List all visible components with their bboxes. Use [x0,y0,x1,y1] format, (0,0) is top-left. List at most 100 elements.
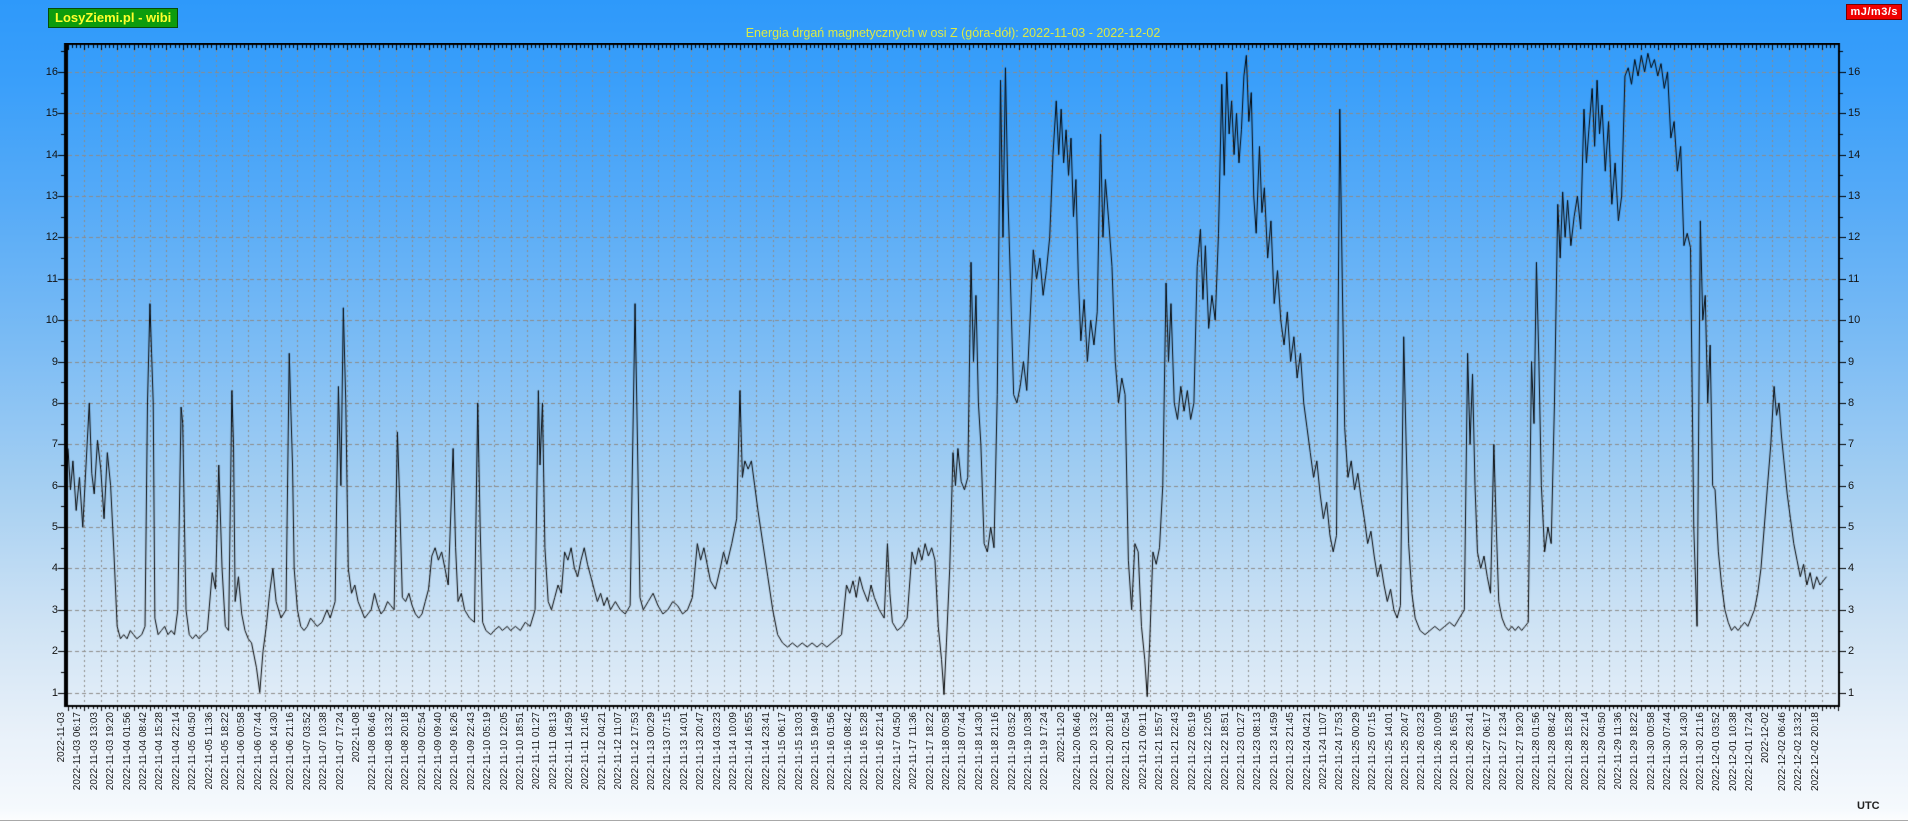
x-tick-label: 2022-11-28 15:28 [1563,712,1575,791]
x-tick-label: 2022-11-05 04:50 [187,712,199,791]
x-tick-label: 2022-11-18 00:58 [941,712,952,791]
x-tick-label: 2022-11-13 14:01 [678,712,690,791]
x-tick-label: 2022-11-04 01:56 [121,712,133,791]
bottom-margin [0,821,1908,825]
y-tick-label-left: 16 [45,65,58,78]
y-tick-label-left: 6 [51,479,58,492]
x-tick-label: 2022-11-12 11:07 [613,712,625,790]
x-tick-label: 2022-11-17 18:22 [924,712,936,791]
y-tick-label-right: 3 [1848,603,1855,616]
x-tick-label: 2022-11-30 21:16 [1694,712,1706,791]
x-tick-label: 2022-11-28 08:42 [1547,712,1559,791]
x-tick-label: 2022-11-23 14:59 [1268,712,1280,791]
y-tick-label-right: 13 [1848,190,1861,203]
y-tick-label-left: 12 [45,231,58,244]
x-tick-label: 2022-11-03 [56,712,67,763]
x-tick-label: 2022-11-03 13:03 [88,712,100,791]
x-tick-label: 2022-11-15 19:49 [809,712,821,791]
y-tick-label-left: 8 [51,396,58,409]
chart-canvas [56,43,1846,713]
x-tick-label: 2022-11-13 07:15 [662,712,674,791]
x-tick-label: 2022-11-13 20:47 [695,712,707,791]
x-tick-label: 2022-11-25 14:01 [1383,712,1395,791]
x-tick-label: 2022-11-25 07:15 [1367,712,1379,791]
x-tick-label: 2022-11-23 21:45 [1285,712,1297,791]
x-tick-label: 2022-11-26 23:41 [1465,712,1477,791]
x-tick-label: 2022-11-21 15:57 [1154,712,1166,791]
x-tick-label: 2022-11-05 11:36 [203,712,215,790]
y-tick-label-right: 11 [1848,272,1860,285]
x-tick-label: 2022-12-02 [1760,712,1772,764]
x-tick-label: 2022-11-19 10:38 [1022,712,1034,791]
x-tick-label: 2022-11-25 20:47 [1399,712,1411,791]
x-tick-label: 2022-11-18 14:30 [973,712,985,791]
x-tick-label: 2022-11-13 00:29 [646,712,657,791]
x-tick-label: 2022-11-20 13:32 [1088,712,1100,791]
y-tick-label-left: 1 [51,686,58,699]
site-brand-badge[interactable]: LosyZiemi.pl - wibi [48,8,179,28]
x-tick-label: 2022-11-10 18:51 [514,712,526,791]
x-tick-label: 2022-11-27 12:34 [1498,712,1510,791]
x-tick-label: 2022-11-04 15:28 [154,712,166,791]
x-tick-label: 2022-11-23 01:27 [1236,712,1247,791]
x-tick-label: 2022-11-12 17:53 [629,712,641,791]
x-tick-label: 2022-11-21 02:54 [1121,712,1133,791]
x-tick-label: 2022-11-03 19:20 [105,712,117,791]
y-tick-label-right: 14 [1848,148,1861,161]
x-tick-label: 2022-11-04 08:42 [137,712,149,791]
y-tick-label-left: 13 [45,190,58,203]
x-tick-label: 2022-11-21 09:11 [1137,712,1149,790]
x-tick-label: 2022-11-05 18:22 [219,712,231,791]
x-tick-label: 2022-11-04 22:14 [170,712,182,791]
y-tick-label-left: 5 [51,521,58,534]
x-tick-label: 2022-11-14 16:55 [744,712,756,791]
x-tick-label: 2022-11-19 03:52 [1006,712,1018,791]
x-tick-label: 2022-11-09 09:40 [432,712,444,791]
x-tick-label: 2022-11-30 00:58 [1645,712,1657,791]
x-tick-label: 2022-12-01 17:24 [1744,712,1756,791]
x-tick-label: 2022-11-22 12:05 [1203,712,1215,791]
x-tick-label: 2022-11-25 00:29 [1350,712,1362,791]
x-tick-label: 2022-11-28 22:14 [1580,712,1592,791]
y-tick-label-right: 5 [1848,521,1855,534]
x-tick-label: 2022-11-07 03:52 [301,712,313,791]
x-tick-label: 2022-12-02 06:46 [1776,712,1788,791]
y-tick-label-left: 9 [51,355,58,368]
x-tick-label: 2022-11-17 11:36 [908,712,920,790]
x-tick-label: 2022-11-24 17:53 [1334,712,1346,791]
x-tick-label: 2022-11-27 19:20 [1514,712,1526,791]
y-tick-label-right: 12 [1848,231,1861,244]
x-tick-label: 2022-11-11 21:45 [580,712,592,790]
x-tick-label: 2022-11-27 06:17 [1481,712,1493,791]
x-tick-label: 2022-11-14 03:23 [711,712,723,791]
y-tick-label-left: 3 [51,603,58,616]
x-tick-label: 2022-11-16 08:42 [842,712,854,791]
y-tick-label-right: 7 [1848,438,1855,451]
unit-badge: mJ/m3/s [1846,4,1902,20]
y-tick-label-right: 16 [1848,65,1861,78]
x-tick-label: 2022-11-15 13:03 [793,712,805,791]
x-tick-label: 2022-11-09 02:54 [416,712,428,791]
x-tick-label: 2022-12-02 20:18 [1809,712,1821,791]
x-tick-label: 2022-11-15 06:17 [777,712,789,791]
x-tick-label: 2022-11-24 11:07 [1317,712,1329,790]
x-tick-label: 2022-11-21 22:43 [1170,712,1182,791]
x-tick-label: 2022-11-16 22:14 [875,712,887,791]
x-tick-label: 2022-12-01 03:52 [1711,712,1723,791]
y-tick-label-right: 6 [1848,479,1855,492]
x-tick-label: 2022-11-18 21:16 [990,712,1002,791]
y-tick-label-left: 2 [51,645,58,658]
x-tick-label: 2022-11-06 21:16 [285,712,297,791]
x-tick-label: 2022-11-08 13:32 [383,712,395,791]
x-tick-label: 2022-11-29 18:22 [1629,712,1641,791]
x-tick-label: 2022-11-23 08:13 [1252,712,1264,791]
x-tick-label: 2022-11-26 03:23 [1416,712,1428,791]
x-tick-label: 2022-11-14 10:09 [727,712,739,791]
x-tick-label: 2022-11-09 16:26 [449,712,461,791]
x-tick-label: 2022-11-20 06:46 [1072,712,1084,791]
y-tick-label-left: 11 [46,272,58,285]
x-tick-label: 2022-11-18 07:44 [957,712,969,791]
x-tick-label: 2022-11-07 17:24 [334,712,346,791]
x-tick-label: 2022-11-11 01:27 [531,712,543,790]
x-tick-label: 2022-11-17 04:50 [891,712,903,791]
